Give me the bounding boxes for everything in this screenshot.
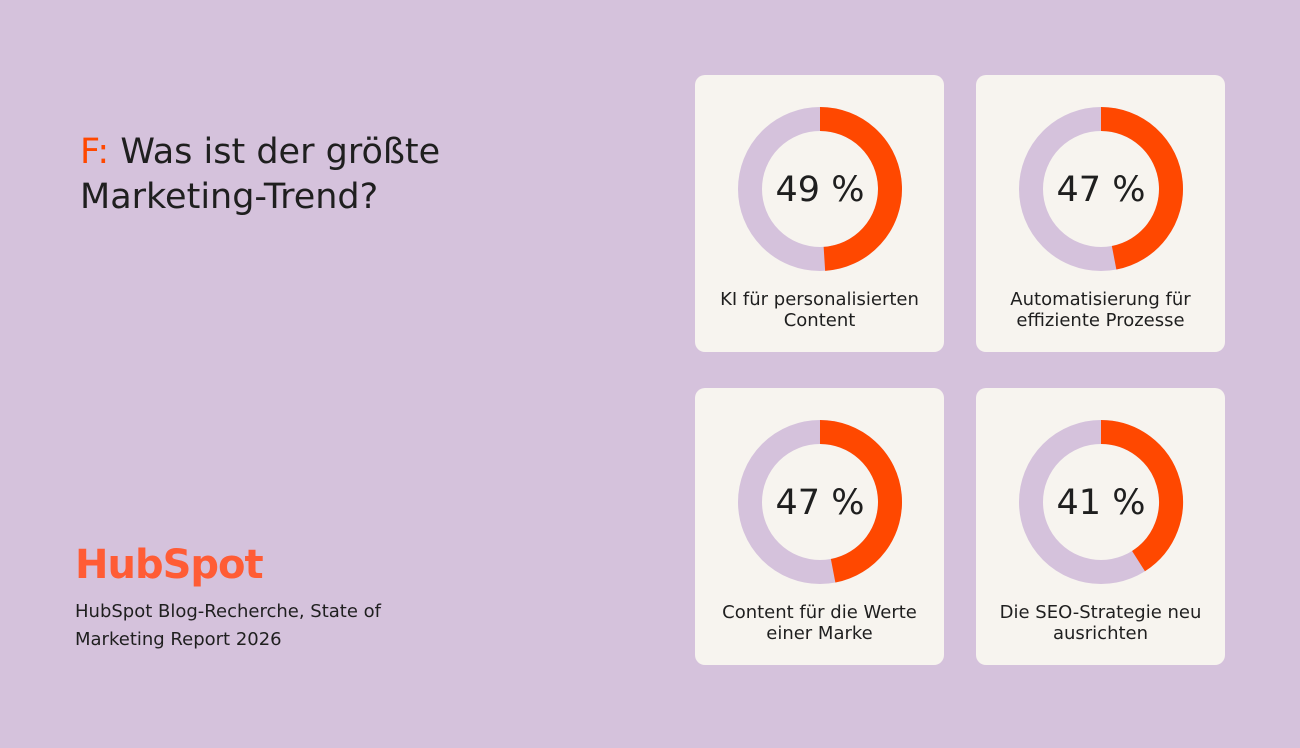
category-label: Die SEO-Strategie neu ausrichten [999,602,1202,644]
title: F: Was ist der größte Marketing-Trend? [80,130,500,220]
value-label: 49 % [776,170,865,210]
source: HubSpot Blog-Recherche, State of Marketi… [75,601,381,650]
donut-chart: 41 % [1019,420,1183,584]
title-text: Was ist der größte Marketing-Trend? [80,132,441,217]
donut-arc [819,420,902,583]
card: 49 % KI für personalisierten Content [695,75,944,352]
category-label: KI für personalisierten Content [720,289,919,331]
card: 41 % Die SEO-Strategie neu ausrichten [976,388,1225,665]
donut-chart: 47 % [1019,107,1183,271]
donut-arc [1100,107,1183,270]
card: 47 % Automatisierung für effiziente Proze… [976,75,1225,352]
donut-arc [1100,420,1183,572]
donut-chart: 47 % [738,420,902,584]
donut-arc [819,107,902,271]
value-label: 47 % [776,483,865,523]
donut-chart: 49 % [738,107,902,271]
card: 47 % Content für die Werte einer Marke [695,388,944,665]
logo: HubSpot [75,542,264,588]
category-label: Content für die Werte einer Marke [722,602,917,644]
title-prefix: F: [80,132,110,172]
value-label: 47 % [1057,170,1146,210]
value-label: 41 % [1057,483,1146,523]
category-label: Automatisierung für effiziente Prozesse [1010,289,1191,331]
